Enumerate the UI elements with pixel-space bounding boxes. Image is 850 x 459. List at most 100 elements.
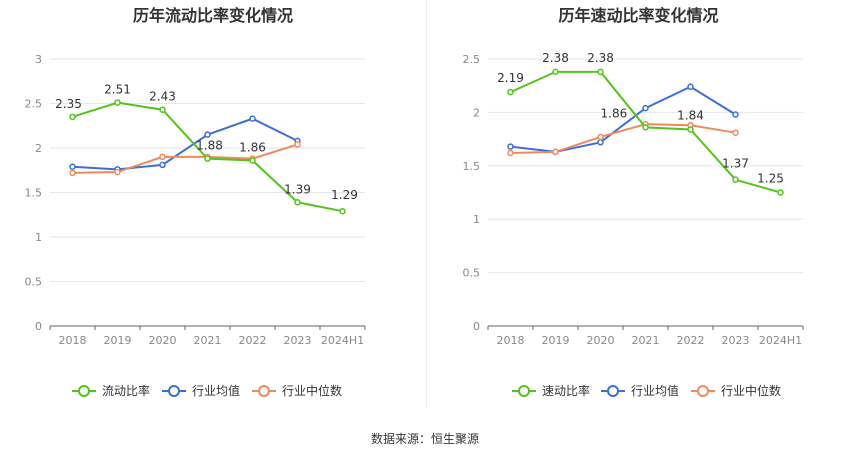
- chart-title: 历年速动比率变化情况: [558, 6, 719, 25]
- data-point: [732, 111, 739, 118]
- data-point: [249, 115, 256, 122]
- data-label: 2.38: [542, 51, 569, 65]
- panel-divider: [426, 0, 427, 408]
- y-tick-label: 2: [473, 106, 480, 119]
- current-ratio-plot: 0 0.5 1 1.5 2 2.5 3 2018 2019 2020 2021 2022 2023 202…: [25, 53, 366, 398]
- data-label: 1.37: [722, 157, 749, 171]
- x-tick-label: 2020: [587, 334, 615, 347]
- x-tick-label: 2022: [239, 334, 267, 347]
- data-point: [159, 161, 166, 169]
- data-point: [687, 83, 694, 91]
- data-label: 1.39: [284, 182, 311, 196]
- y-tick-label: 0.5: [463, 267, 481, 280]
- data-source-note: 数据来源：恒生聚源: [370, 432, 479, 446]
- data-point: [507, 149, 514, 157]
- data-point: [732, 176, 739, 183]
- y-tick-label: 2: [35, 142, 42, 155]
- current-ratio-chart: 历年流动比率变化情况 0 0.5 1 1.5 2 2.5 3 2018 2019 2020 2021…: [0, 0, 426, 410]
- data-point: [777, 189, 784, 196]
- legend-item: 速动比率: [512, 383, 590, 398]
- y-tick-label: 1.5: [25, 187, 43, 200]
- data-label: 1.84: [677, 108, 704, 122]
- data-point: [597, 68, 604, 76]
- data-point: [294, 141, 301, 148]
- data-point: [69, 169, 76, 177]
- legend-marker: [518, 385, 530, 397]
- legend-item: 行业中位数: [691, 383, 781, 398]
- data-point: [339, 207, 346, 215]
- data-point: [642, 124, 649, 131]
- data-label: 2.51: [104, 83, 131, 97]
- data-point: [159, 106, 166, 113]
- legend-marker: [697, 385, 709, 397]
- x-tick-label: 2024H1: [759, 334, 802, 347]
- legend-marker: [258, 385, 270, 397]
- chart-title: 历年流动比率变化情况: [132, 6, 293, 25]
- data-point: [597, 133, 604, 141]
- data-label: 1.29: [331, 188, 358, 202]
- legend-marker: [607, 385, 619, 397]
- data-point: [507, 88, 514, 96]
- quick-ratio-chart: 历年速动比率变化情况 0 0.5 1 1.5 2 2.5 2018 2019 2020 2021 2…: [427, 0, 850, 410]
- series-line: [510, 70, 781, 194]
- x-tick-label: 2019: [542, 334, 570, 347]
- data-point: [642, 104, 649, 112]
- legend-label: 行业均值: [631, 383, 679, 398]
- data-point: [552, 68, 559, 76]
- x-tick-label: 2018: [497, 334, 525, 347]
- series-line: [510, 85, 737, 153]
- data-label: 1.88: [196, 139, 223, 153]
- y-tick-label: 0: [35, 320, 42, 333]
- y-tick-label: 1.5: [463, 160, 481, 173]
- series-line: [72, 117, 298, 171]
- y-tick-label: 2.5: [463, 53, 481, 66]
- legend-label: 行业中位数: [721, 383, 781, 398]
- data-point: [294, 199, 301, 206]
- legend-marker: [78, 385, 90, 397]
- legend-item: 行业中位数: [252, 383, 342, 398]
- data-label: 2.19: [497, 71, 524, 85]
- x-tick-label: 2021: [632, 334, 660, 347]
- series-line: [510, 123, 736, 154]
- y-tick-label: 3: [35, 53, 42, 66]
- legend-item: 流动比率: [72, 383, 150, 398]
- x-tick-label: 2019: [104, 334, 132, 347]
- data-point: [204, 131, 211, 138]
- y-tick-label: 1: [35, 231, 42, 244]
- legend-label: 速动比率: [542, 383, 590, 398]
- legend-item: 行业均值: [601, 383, 679, 398]
- x-tick-label: 2022: [677, 334, 705, 347]
- data-point: [552, 148, 559, 156]
- data-point: [597, 139, 604, 146]
- quick-ratio-plot: 0 0.5 1 1.5 2 2.5 2018 2019 2020 2021 2022 2023 2024…: [463, 51, 804, 398]
- data-point: [69, 163, 76, 170]
- x-tick-label: 2018: [59, 334, 87, 347]
- legend-item: 行业均值: [162, 383, 240, 398]
- x-tick-label: 2023: [284, 334, 312, 347]
- data-point: [204, 155, 211, 162]
- series-line: [72, 143, 298, 174]
- data-point: [159, 153, 166, 161]
- data-label: 1.86: [239, 140, 266, 154]
- y-tick-label: 1: [473, 213, 480, 226]
- data-label: 2.38: [587, 51, 614, 65]
- x-tick-label: 2021: [194, 334, 222, 347]
- data-point: [687, 126, 694, 133]
- data-point: [69, 113, 76, 121]
- legend-label: 行业中位数: [282, 383, 342, 398]
- legend-label: 流动比率: [102, 383, 150, 398]
- data-label: 2.43: [149, 90, 176, 104]
- x-tick-label: 2023: [722, 334, 750, 347]
- data-point: [114, 168, 121, 176]
- x-tick-label: 2020: [149, 334, 177, 347]
- y-tick-label: 0: [473, 320, 480, 333]
- data-label: 1.25: [757, 172, 784, 186]
- data-point: [732, 129, 739, 136]
- legend-marker: [168, 385, 180, 397]
- data-point: [249, 157, 256, 164]
- data-point: [507, 143, 514, 150]
- y-tick-label: 2.5: [25, 98, 43, 111]
- data-label: 1.86: [601, 106, 628, 120]
- data-point: [114, 99, 121, 106]
- data-label: 2.35: [55, 97, 82, 111]
